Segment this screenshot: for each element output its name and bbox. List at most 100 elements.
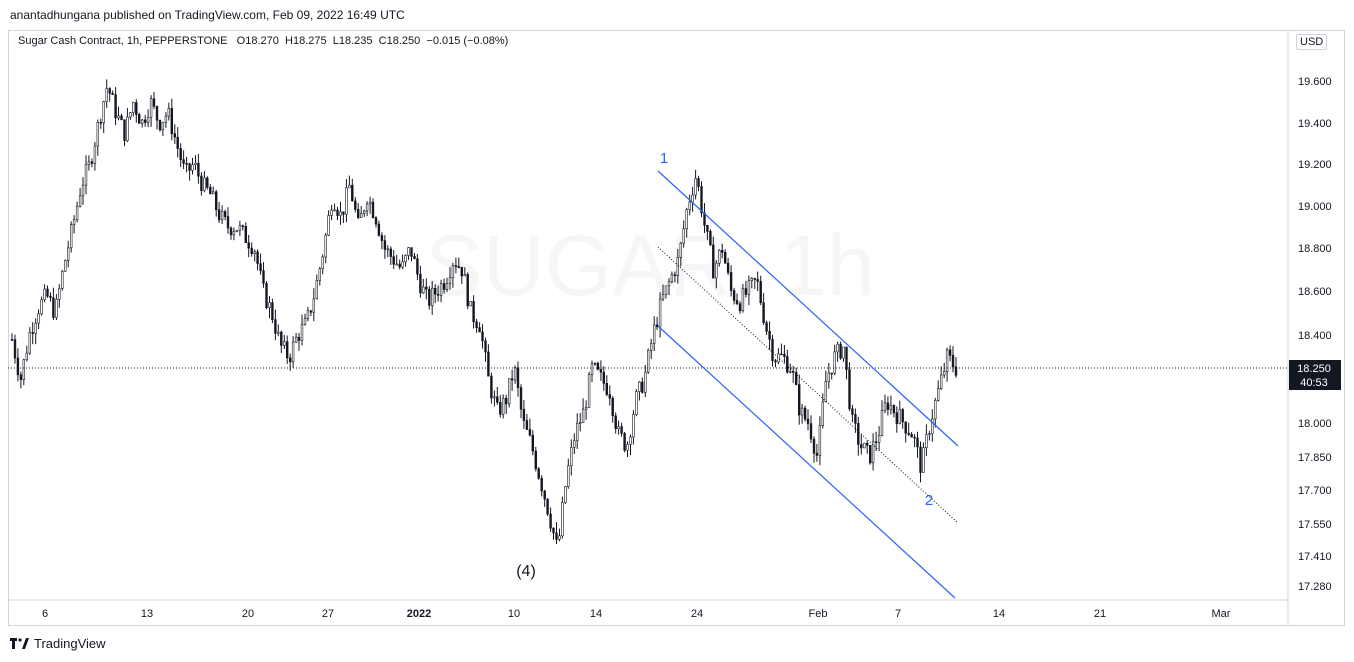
- candle: [928, 430, 931, 441]
- candle: [135, 99, 138, 123]
- open-label: O: [236, 35, 246, 47]
- candle: [164, 112, 168, 128]
- candle: [786, 349, 789, 374]
- tradingview-logo-icon: [10, 637, 29, 649]
- candle: [407, 246, 410, 260]
- channel-upper-line[interactable]: [657, 170, 959, 447]
- candle: [454, 257, 458, 274]
- candle: [593, 362, 597, 366]
- candle: [768, 321, 771, 350]
- candle: [803, 405, 807, 422]
- currency-selector[interactable]: USD: [1296, 34, 1328, 50]
- channel-lower-line[interactable]: [657, 325, 956, 599]
- candle: [649, 338, 653, 360]
- candle: [487, 344, 490, 377]
- candle: [312, 288, 315, 322]
- candle: [238, 220, 242, 236]
- candle: [398, 259, 401, 270]
- candle: [64, 259, 67, 272]
- candle: [691, 186, 694, 212]
- candle: [709, 229, 712, 247]
- price-axis[interactable]: 19.600 19.400 19.200 19.000 18.800 18.600 18.4…: [1298, 76, 1332, 593]
- candle: [596, 361, 600, 371]
- wave-4-label: (4): [516, 563, 536, 580]
- candle: [895, 406, 899, 433]
- candle: [706, 224, 709, 241]
- candle: [738, 301, 742, 314]
- candle: [676, 249, 680, 284]
- candle: [138, 112, 141, 124]
- price-tick-label: 19.200: [1298, 159, 1332, 171]
- candle: [377, 220, 381, 237]
- candle: [652, 316, 656, 351]
- candle: [679, 241, 683, 267]
- candle: [608, 385, 612, 406]
- candle: [283, 335, 286, 349]
- time-tick-label: 2022: [407, 608, 431, 620]
- low-label: L: [332, 35, 339, 47]
- candle: [815, 443, 819, 462]
- candle: [126, 108, 129, 143]
- candle: [836, 341, 839, 362]
- candle: [327, 210, 330, 237]
- candle: [265, 281, 268, 310]
- candle: [430, 280, 434, 315]
- candle: [185, 156, 188, 173]
- candle: [413, 252, 416, 260]
- candle: [806, 409, 810, 431]
- symbol-title: Sugar Cash Contract, 1h, PEPPERSTONE: [18, 35, 228, 47]
- candle: [874, 431, 878, 451]
- candle: [16, 348, 20, 382]
- candle: [392, 250, 395, 269]
- candle: [19, 371, 23, 389]
- candle: [626, 441, 629, 457]
- candle: [203, 171, 206, 193]
- candle: [818, 416, 822, 466]
- candle: [774, 359, 777, 368]
- candle: [294, 332, 298, 343]
- candle: [655, 316, 659, 330]
- price-tick-label: 17.410: [1298, 551, 1332, 563]
- price-tick-label: 17.700: [1298, 485, 1332, 497]
- candle: [345, 179, 348, 223]
- candle: [496, 387, 499, 405]
- time-tick-label: 10: [508, 608, 520, 620]
- time-axis[interactable]: 6 13 20 27 2022 10 14 24 Feb 7 14 21 Mar: [42, 608, 1231, 620]
- candle: [442, 278, 446, 294]
- candle: [271, 298, 274, 324]
- candle: [220, 205, 224, 224]
- candle: [371, 198, 375, 219]
- candle: [493, 390, 496, 407]
- candle: [694, 169, 697, 200]
- candle: [931, 409, 934, 442]
- channel-midline[interactable]: [657, 246, 959, 524]
- candle: [383, 235, 387, 259]
- candle: [570, 439, 573, 476]
- tradingview-brand[interactable]: TradingView: [10, 636, 106, 651]
- price-tick-label: 18.800: [1298, 243, 1332, 255]
- candle: [362, 209, 366, 217]
- price-tick-label: 18.600: [1298, 286, 1332, 298]
- time-tick-label: 6: [42, 608, 48, 620]
- open-value: 18.270: [245, 35, 279, 47]
- candle: [46, 285, 49, 298]
- candle: [67, 240, 70, 268]
- candle: [641, 377, 644, 394]
- candle: [590, 360, 594, 382]
- candle: [132, 101, 135, 117]
- candle: [194, 155, 197, 170]
- candle: [783, 345, 786, 364]
- candle: [315, 274, 318, 300]
- candle: [206, 176, 209, 190]
- change-value: −0.015 (−0.08%): [426, 35, 509, 47]
- candle: [87, 155, 91, 171]
- candle: [934, 397, 937, 428]
- candle: [697, 175, 700, 192]
- candle: [318, 267, 321, 286]
- candle: [277, 324, 280, 337]
- candle: [501, 394, 505, 419]
- candle: [309, 310, 313, 317]
- candle: [217, 201, 221, 223]
- candle: [848, 362, 851, 412]
